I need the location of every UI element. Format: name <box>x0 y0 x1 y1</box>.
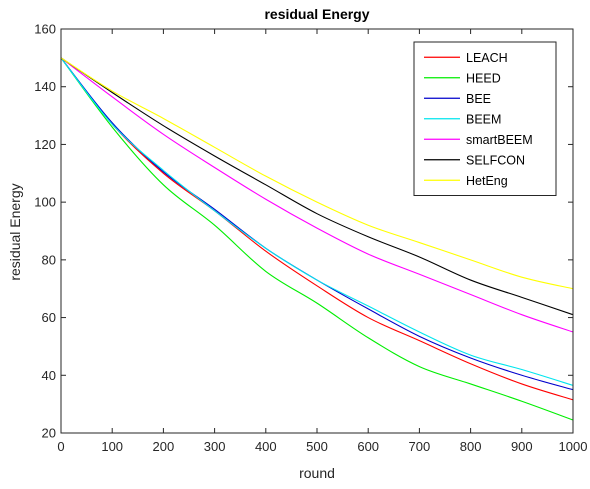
y-tick-label: 160 <box>34 22 56 37</box>
legend-label-smartbeem: smartBEEM <box>466 133 533 147</box>
x-tick-label: 1000 <box>559 439 588 454</box>
x-tick-label: 700 <box>409 439 431 454</box>
legend-label-beem: BEEM <box>466 112 501 126</box>
y-tick-label: 120 <box>34 137 56 152</box>
series-line-selfcon <box>60 57 574 316</box>
x-tick-label: 300 <box>204 439 226 454</box>
y-tick-label: 140 <box>34 79 56 94</box>
chart-title: residual Energy <box>264 6 369 22</box>
y-tick-label: 80 <box>42 252 56 267</box>
legend-label-heteng: HetEng <box>466 174 508 188</box>
x-tick-label: 600 <box>357 439 379 454</box>
legend-label-selfcon: SELFCON <box>466 153 525 167</box>
x-tick-label: 200 <box>153 439 175 454</box>
x-tick-label: 100 <box>101 439 123 454</box>
x-tick-label: 500 <box>306 439 328 454</box>
series-line-smartbeem <box>60 57 574 333</box>
y-tick-label: 60 <box>42 310 56 325</box>
series-line-heteng <box>60 57 574 290</box>
series-line-beem <box>60 57 574 386</box>
legend-label-heed: HEED <box>466 71 501 85</box>
x-tick-label: 0 <box>57 439 64 454</box>
y-tick-label: 40 <box>42 368 56 383</box>
series-line-heed <box>60 57 574 421</box>
y-axis-label: residual Energy <box>7 183 23 280</box>
x-tick-label: 400 <box>255 439 277 454</box>
x-tick-label: 900 <box>511 439 533 454</box>
x-tick-label: 800 <box>460 439 482 454</box>
y-tick-label: 20 <box>42 426 56 441</box>
legend-label-leach: LEACH <box>466 51 508 65</box>
legend-label-bee: BEE <box>466 92 491 106</box>
series-line-leach <box>60 57 574 401</box>
y-tick-label: 100 <box>34 195 56 210</box>
x-axis-label: round <box>299 465 335 481</box>
